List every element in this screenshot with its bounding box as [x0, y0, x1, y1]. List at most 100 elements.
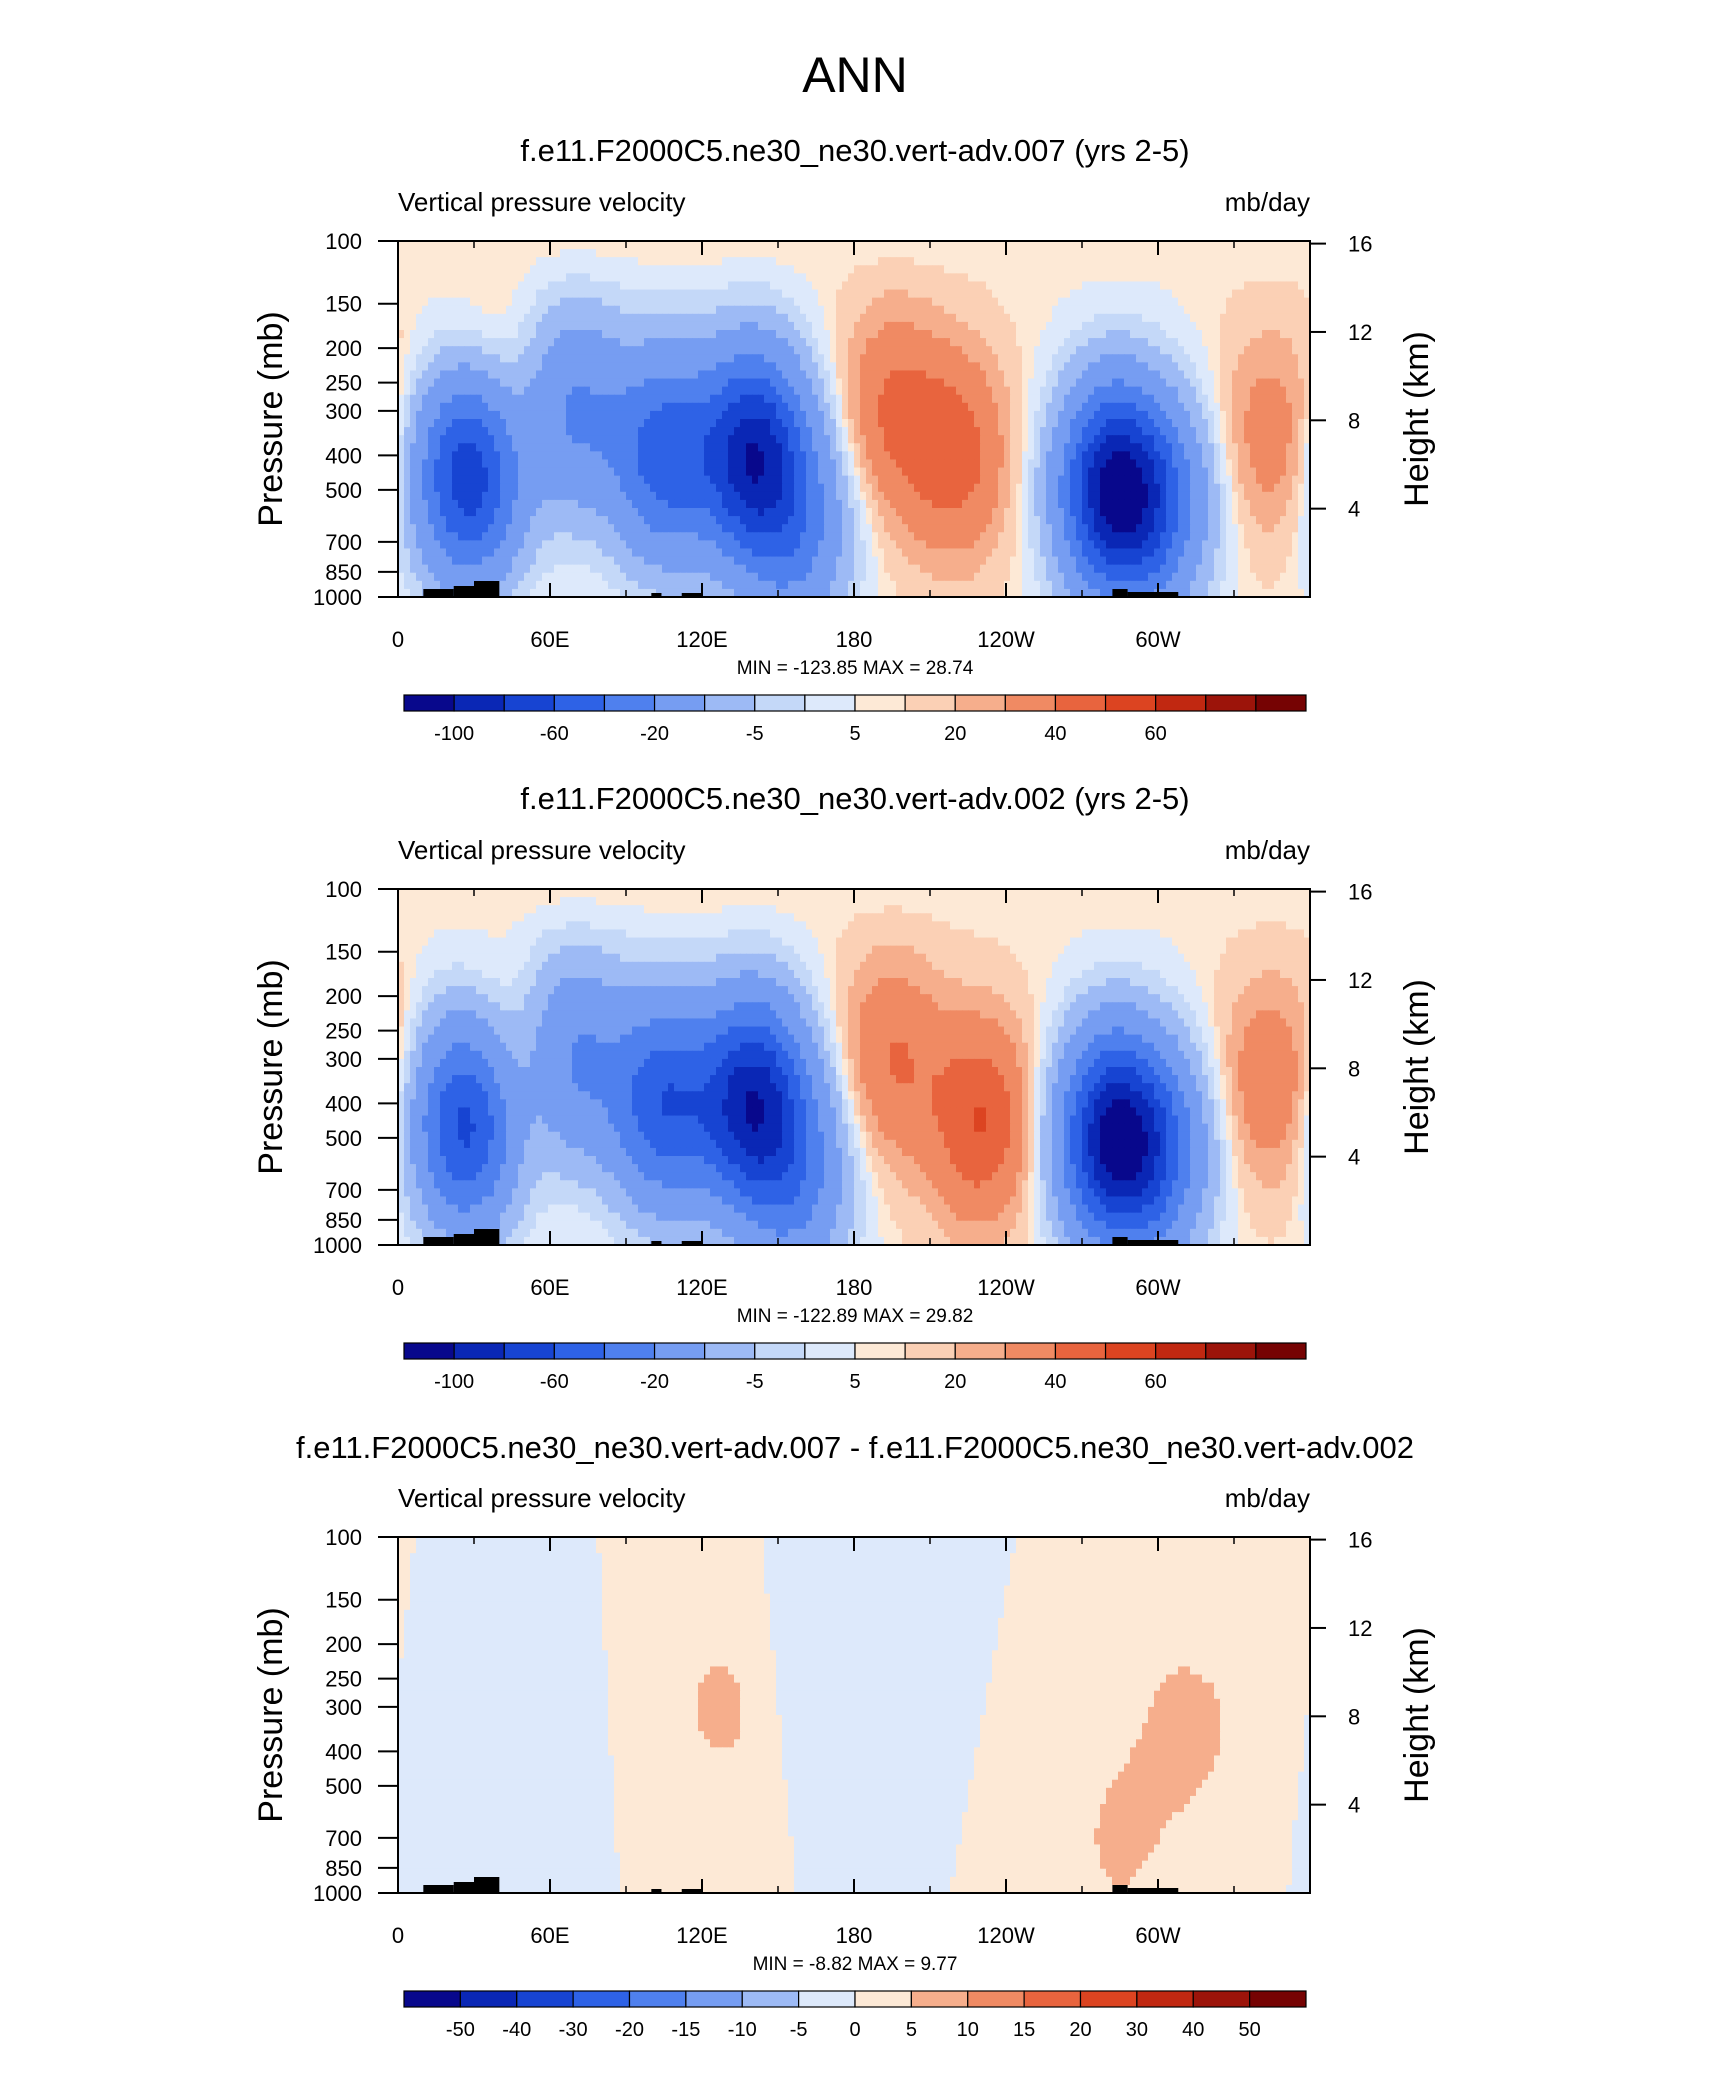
field-cell: [1256, 290, 1263, 299]
field-cell: [668, 273, 675, 282]
field-cell: [1184, 492, 1191, 501]
field-cell: [758, 249, 765, 258]
field-cell: [1160, 451, 1167, 460]
field-cell: [722, 451, 729, 460]
field-cell: [824, 395, 831, 404]
field-cell: [476, 459, 483, 468]
field-cell: [1280, 330, 1287, 339]
field-cell: [752, 484, 759, 493]
field-cell: [848, 257, 855, 266]
field-cell: [902, 435, 909, 444]
field-cell: [1202, 492, 1209, 501]
field-cell: [962, 241, 969, 250]
field-cell: [692, 411, 699, 420]
field-cell: [1286, 379, 1293, 388]
field-cell: [488, 306, 495, 315]
field-cell: [1058, 338, 1065, 347]
field-cell: [656, 411, 663, 420]
field-cell: [1136, 330, 1143, 339]
field-cell: [410, 387, 417, 396]
field-cell: [1184, 322, 1191, 331]
field-cell: [830, 257, 837, 266]
field-cell: [944, 419, 951, 428]
field-cell: [812, 257, 819, 266]
field-cell: [908, 338, 915, 347]
field-cell: [1004, 370, 1011, 379]
field-cell: [1100, 370, 1107, 379]
field-cell: [524, 435, 531, 444]
field-cell: [656, 419, 663, 428]
field-cell: [986, 338, 993, 347]
field-cell: [1028, 387, 1035, 396]
field-cell: [884, 346, 891, 355]
field-cell: [1226, 338, 1233, 347]
field-cell: [692, 379, 699, 388]
field-cell: [998, 387, 1005, 396]
field-cell: [488, 403, 495, 412]
field-cell: [854, 492, 861, 501]
field-cell: [1022, 298, 1029, 307]
field-cell: [842, 241, 849, 250]
field-cell: [644, 306, 651, 315]
field-cell: [446, 476, 453, 485]
field-cell: [422, 298, 429, 307]
field-cell: [728, 419, 735, 428]
field-cell: [452, 314, 459, 323]
field-cell: [500, 338, 507, 347]
field-cell: [626, 273, 633, 282]
field-cell: [458, 451, 465, 460]
field-cell: [1058, 241, 1065, 250]
field-cell: [446, 370, 453, 379]
field-cell: [1292, 459, 1299, 468]
field-cell: [1070, 362, 1077, 371]
field-cell: [650, 362, 657, 371]
field-cell: [764, 322, 771, 331]
field-cell: [1196, 387, 1203, 396]
field-cell: [1088, 492, 1095, 501]
field-cell: [998, 257, 1005, 266]
field-cell: [872, 403, 879, 412]
field-cell: [1082, 298, 1089, 307]
field-cell: [662, 500, 669, 509]
field-cell: [986, 443, 993, 452]
field-cell: [680, 459, 687, 468]
field-cell: [614, 459, 621, 468]
field-cell: [1004, 338, 1011, 347]
field-cell: [740, 354, 747, 363]
field-cell: [1004, 322, 1011, 331]
field-cell: [914, 354, 921, 363]
field-cell: [566, 249, 573, 258]
field-cell: [518, 419, 525, 428]
field-cell: [944, 476, 951, 485]
field-cell: [650, 257, 657, 266]
field-cell: [1016, 298, 1023, 307]
field-cell: [452, 403, 459, 412]
field-cell: [1226, 362, 1233, 371]
field-cell: [824, 419, 831, 428]
field-cell: [1154, 281, 1161, 290]
field-cell: [1064, 476, 1071, 485]
field-cell: [698, 322, 705, 331]
field-cell: [1100, 330, 1107, 339]
field-cell: [1214, 346, 1221, 355]
field-cell: [776, 419, 783, 428]
field-cell: [854, 500, 861, 509]
field-cell: [614, 387, 621, 396]
field-cell: [1124, 492, 1131, 501]
field-cell: [506, 322, 513, 331]
field-cell: [1196, 338, 1203, 347]
field-cell: [584, 257, 591, 266]
field-cell: [1292, 354, 1299, 363]
field-cell: [872, 484, 879, 493]
field-cell: [596, 241, 603, 250]
panel-top: f.e11.F2000C5.ne30_ne30.vert-adv.007 (yr…: [252, 133, 1436, 745]
field-cell: [992, 330, 999, 339]
field-cell: [692, 281, 699, 290]
field-cell: [926, 314, 933, 323]
figure-title: ANN: [802, 47, 908, 103]
field-cell: [980, 330, 987, 339]
field-cell: [446, 492, 453, 501]
field-cell: [1202, 451, 1209, 460]
field-cell: [656, 322, 663, 331]
field-cell: [848, 322, 855, 331]
